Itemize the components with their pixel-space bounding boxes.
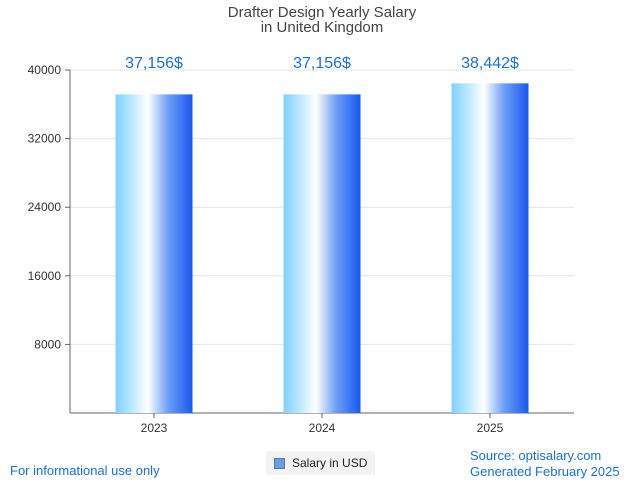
x-tick-label: 2023 (141, 421, 168, 435)
generated-date: Generated February 2025 (470, 464, 620, 479)
y-tick-label: 24000 (28, 200, 62, 214)
y-tick-label: 16000 (28, 269, 62, 283)
chart-title-line-1: Drafter Design Yearly Salary (228, 4, 417, 21)
x-tick-label: 2025 (477, 421, 504, 435)
source-block: Source: optisalary.com Generated Februar… (470, 448, 620, 480)
y-tick-label: 8000 (34, 337, 61, 351)
data-label: 37,156$ (125, 55, 183, 72)
source-link[interactable]: Source: optisalary.com (470, 448, 602, 463)
bars (115, 83, 529, 413)
bar-2023 (115, 94, 193, 413)
legend[interactable]: Salary in USD (266, 451, 376, 475)
y-tick-label: 32000 (28, 132, 62, 146)
data-label: 38,442$ (461, 55, 519, 72)
y-tick-label: 40000 (28, 63, 62, 77)
data-label: 37,156$ (293, 55, 351, 72)
legend-label: Salary in USD (292, 456, 368, 470)
bar-2024 (283, 94, 361, 413)
data-labels: 37,156$ 37,156$ 38,442$ (125, 55, 519, 72)
bar-2025 (451, 83, 529, 413)
legend-swatch-icon (274, 457, 285, 469)
x-tick-label: 2024 (309, 421, 336, 435)
chart-title-line-2: in United Kingdom (261, 19, 384, 36)
disclaimer-text: For informational use only (10, 463, 160, 478)
